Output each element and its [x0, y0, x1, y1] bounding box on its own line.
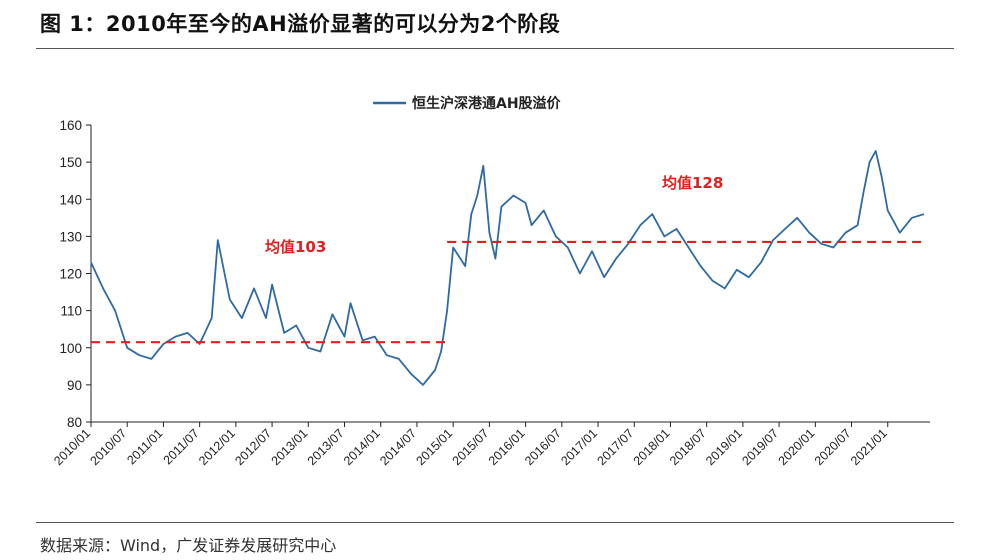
- x-tick-label: 2016/07: [522, 426, 564, 468]
- x-tick-label: 2012/01: [196, 426, 238, 468]
- y-tick-label: 130: [59, 229, 82, 244]
- mean-lines: 均值103 均值128: [91, 174, 924, 344]
- y-tick-label: 160: [59, 118, 82, 133]
- y-tick-label: 100: [59, 341, 82, 356]
- line-chart: 80 90 100 110 120 130 140 150 160 2010/012010/07…: [51, 95, 930, 468]
- title-divider: [36, 48, 954, 49]
- y-tick-label: 110: [60, 304, 82, 319]
- y-tick-label: 90: [67, 378, 82, 393]
- series-line-ah-premium: [90, 150, 925, 386]
- x-tick-label: 2012/07: [232, 426, 274, 468]
- mean-label-1: 均值103: [265, 238, 326, 256]
- x-tick-label: 2015/07: [450, 426, 492, 468]
- x-tick-label: 2013/07: [305, 426, 347, 468]
- x-tick-label: 2020/01: [776, 426, 818, 468]
- chart-legend: 恒生沪深港通AH股溢价: [373, 95, 562, 112]
- x-tick-label: 2014/01: [341, 426, 383, 468]
- x-tick-label: 2013/01: [269, 426, 311, 468]
- x-tick-label: 2018/01: [631, 426, 673, 468]
- figure-title: 图 1：2010年至今的AH溢价显著的可以分为2个阶段: [40, 12, 561, 36]
- source-divider: [36, 522, 954, 523]
- x-tick-label: 2011/01: [124, 426, 165, 467]
- x-tick-label: 2020/07: [812, 426, 854, 468]
- x-tick-label: 2018/07: [667, 426, 709, 468]
- x-tick-label: 2010/01: [51, 426, 93, 468]
- y-axis: 80 90 100 110 120 130 140 150 160: [59, 118, 92, 430]
- y-tick-label: 80: [67, 415, 82, 430]
- x-tick-label: 2017/07: [595, 426, 637, 468]
- source-note: 数据来源：Wind，广发证券发展研究中心: [40, 536, 337, 555]
- x-tick-label: 2011/07: [161, 426, 202, 467]
- series-group: [90, 150, 925, 386]
- y-tick-label: 120: [59, 267, 82, 282]
- legend-label: 恒生沪深港通AH股溢价: [412, 95, 562, 112]
- x-tick-label: 2021/01: [848, 426, 890, 468]
- x-tick-label: 2010/07: [87, 426, 129, 468]
- y-tick-label: 150: [59, 155, 82, 170]
- x-tick-label: 2019/07: [739, 426, 781, 468]
- x-tick-label: 2016/01: [486, 426, 528, 468]
- x-tick-label: 2015/01: [413, 426, 455, 468]
- x-tick-label: 2014/07: [377, 426, 419, 468]
- x-tick-label: 2019/01: [703, 426, 745, 468]
- x-tick-label: 2017/01: [558, 426, 600, 468]
- x-axis: 2010/012010/072011/012011/072012/012012/…: [51, 421, 930, 468]
- y-tick-label: 140: [59, 192, 82, 207]
- mean-label-2: 均值128: [662, 174, 723, 192]
